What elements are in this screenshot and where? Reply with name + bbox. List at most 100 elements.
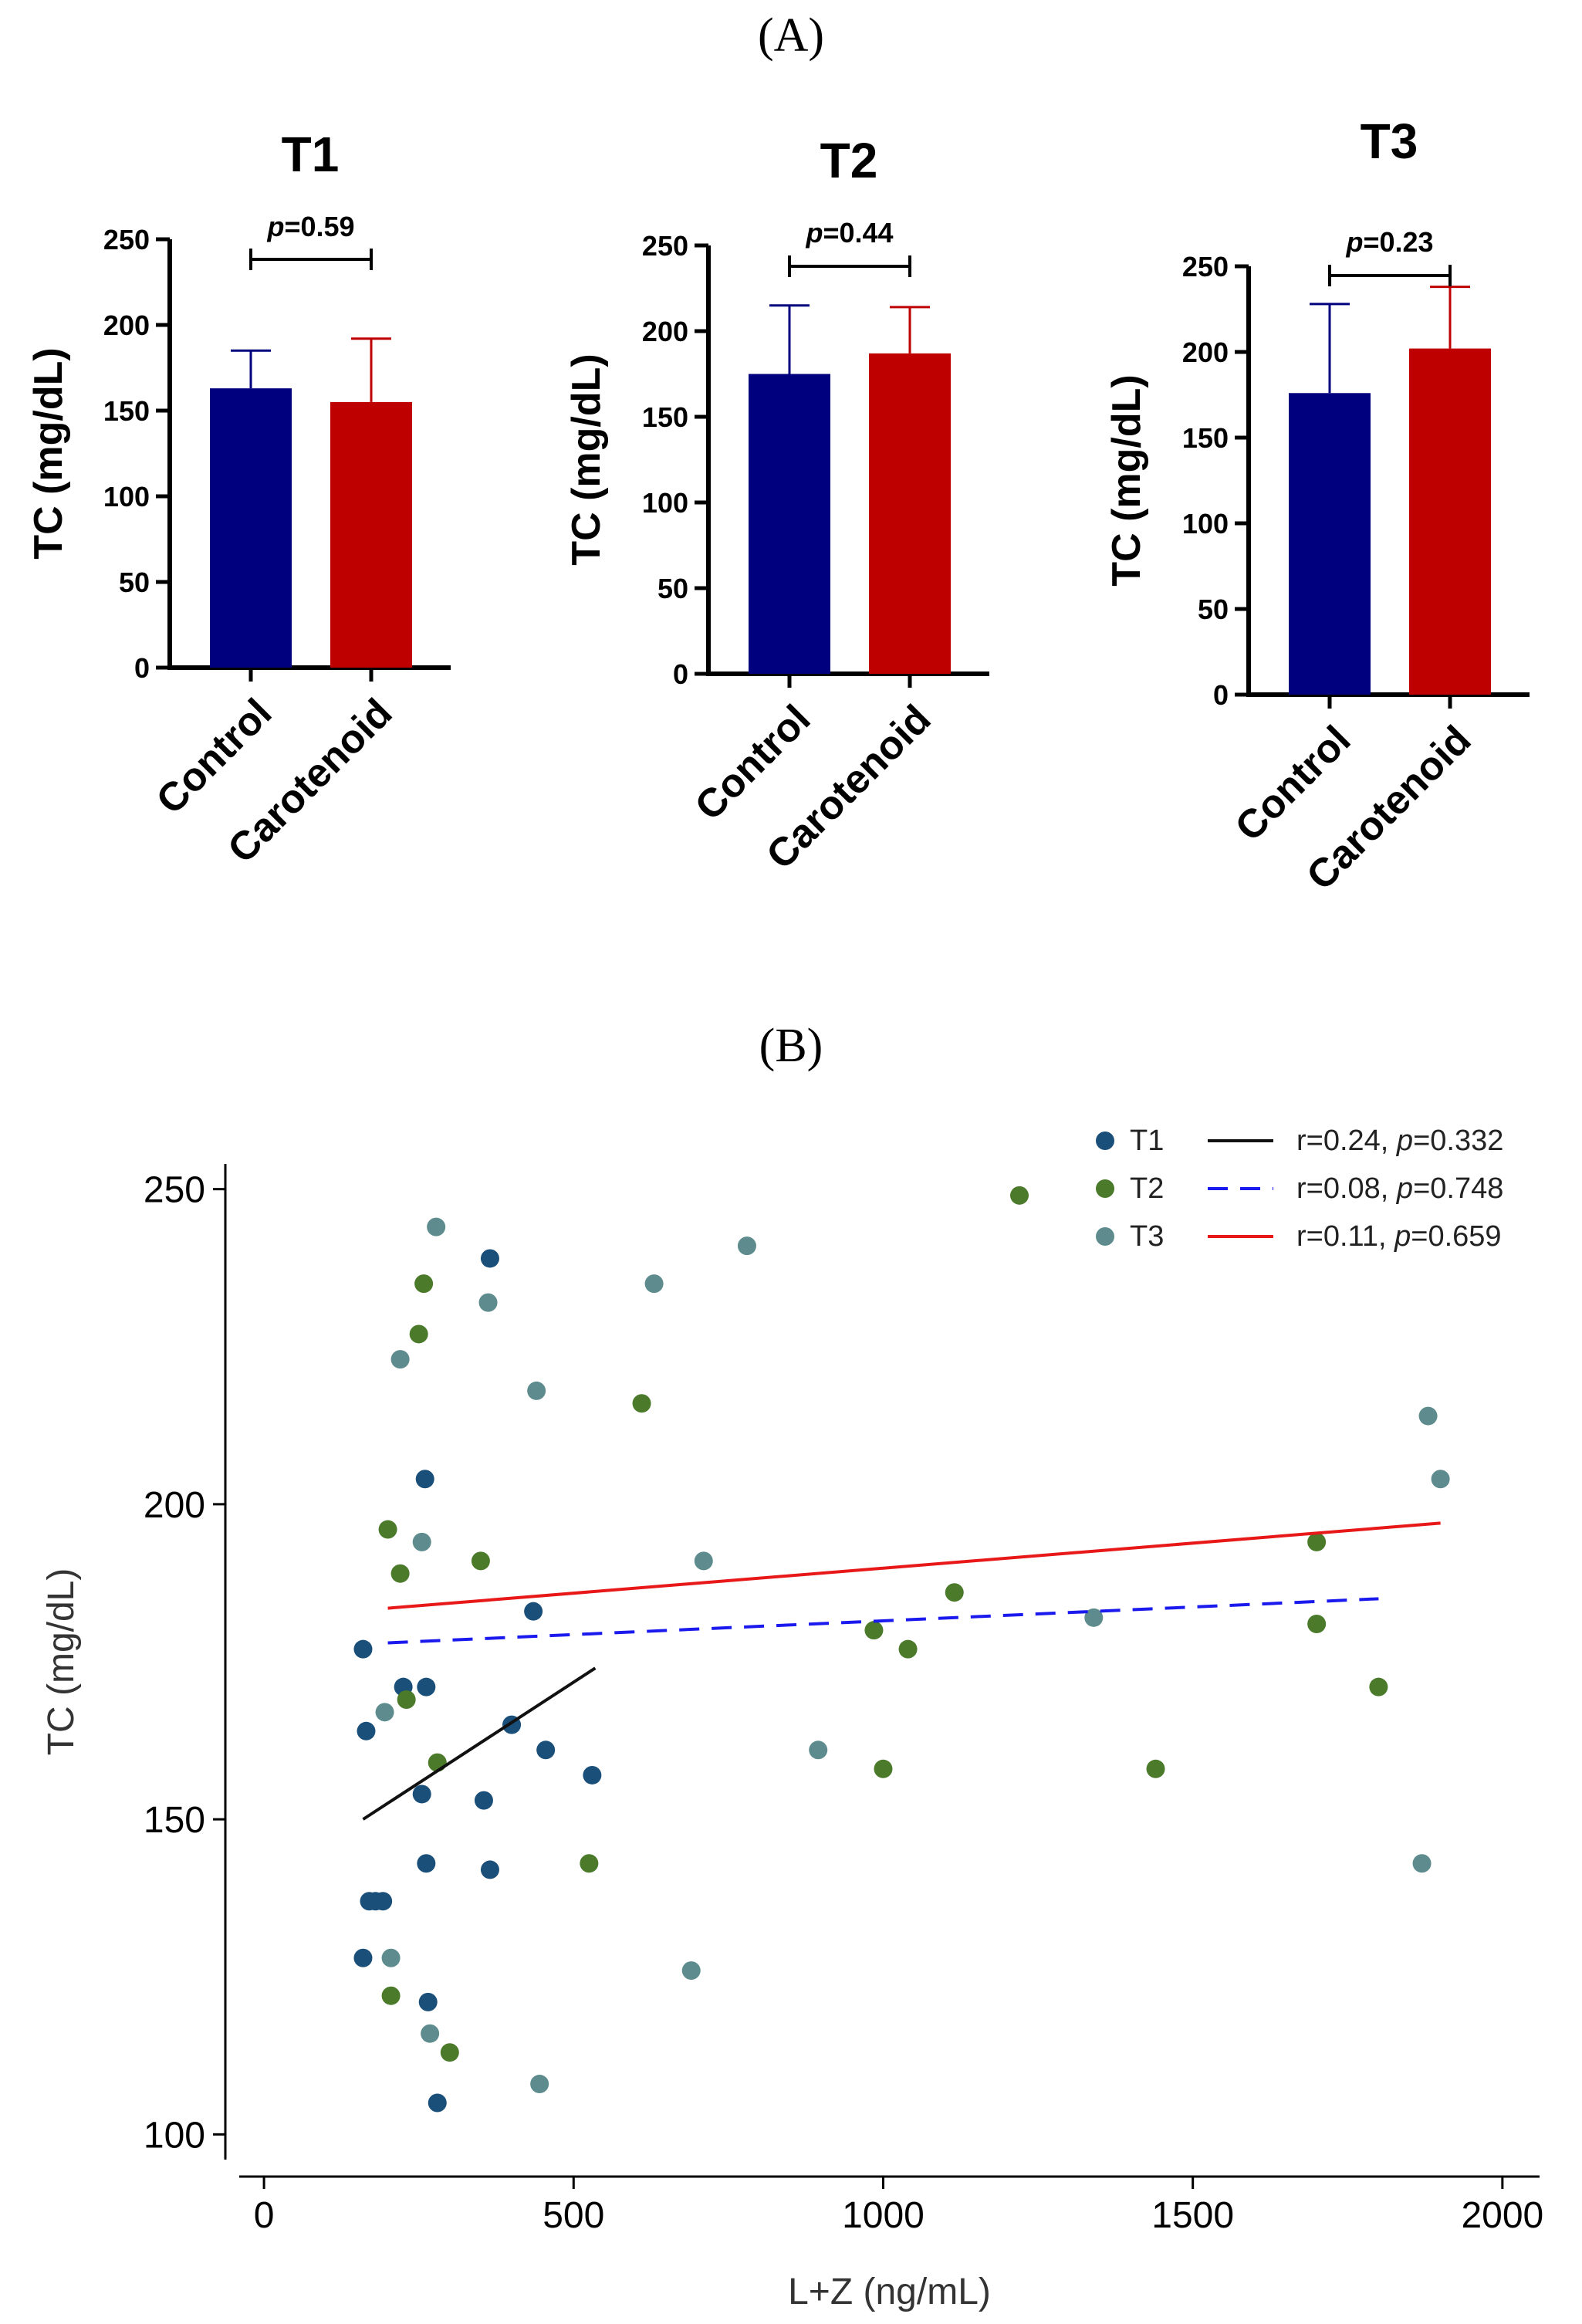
x-tick-label: 0 bbox=[254, 2195, 275, 2236]
p-value: =0.23 bbox=[1363, 226, 1433, 258]
p-symbol: p bbox=[266, 211, 284, 242]
data-point-t2 bbox=[898, 1639, 918, 1659]
legend-label-t1: T1 bbox=[1130, 1125, 1164, 1157]
y-axis-title: TC (mg/dL) bbox=[1104, 374, 1149, 586]
stat-p-value: =0.332 bbox=[1413, 1125, 1503, 1157]
stat-p-symbol: p bbox=[1394, 1220, 1411, 1253]
fit-line-t2 bbox=[387, 1597, 1379, 1645]
data-point-t1 bbox=[412, 1784, 431, 1804]
legend-stat-t3: r=0.11, p=0.659 bbox=[1296, 1220, 1502, 1253]
y-tick-label: 100 bbox=[103, 481, 150, 512]
scatter-chart: 0 500 1000 1500 2000 100 150 200 250 L+Z (ng/mL) T… bbox=[41, 1125, 1543, 2312]
p-value: =0.59 bbox=[284, 211, 354, 242]
data-point-t1 bbox=[353, 1948, 373, 1967]
y-tick-label: 250 bbox=[103, 224, 150, 255]
data-point-t2 bbox=[1307, 1615, 1327, 1634]
data-point-t1 bbox=[418, 1992, 438, 2011]
y-tick-label: 150 bbox=[642, 401, 688, 433]
legend-label-t3: T3 bbox=[1130, 1220, 1164, 1253]
bar-control bbox=[749, 374, 830, 674]
data-point-t1 bbox=[415, 1470, 434, 1489]
bar-control bbox=[1289, 393, 1371, 695]
data-point-t3 bbox=[737, 1236, 756, 1256]
data-point-t3 bbox=[478, 1293, 498, 1312]
chart-title: T3 bbox=[1361, 113, 1418, 169]
data-point-t1 bbox=[357, 1721, 376, 1740]
data-point-t2 bbox=[409, 1324, 428, 1344]
legend-stat-t1: r=0.24, p=0.332 bbox=[1296, 1125, 1503, 1157]
bar-control bbox=[210, 388, 292, 668]
data-point-t2 bbox=[381, 1986, 401, 2005]
series-t2 bbox=[378, 1186, 1388, 2062]
data-point-t1 bbox=[428, 2093, 447, 2113]
data-point-t2 bbox=[580, 1854, 599, 1873]
y-tick-label: 150 bbox=[144, 1800, 205, 1841]
data-point-t2 bbox=[1307, 1532, 1327, 1551]
y-tick-label: 0 bbox=[1213, 679, 1229, 711]
legend-label-t2: T2 bbox=[1130, 1172, 1164, 1205]
legend-marker-t2 bbox=[1096, 1179, 1114, 1198]
p-value: =0.44 bbox=[823, 217, 893, 249]
series-t3 bbox=[375, 1217, 1450, 2094]
data-point-t3 bbox=[1431, 1470, 1450, 1489]
data-point-t2 bbox=[864, 1621, 884, 1640]
y-axis-title: TC (mg/dL) bbox=[41, 1568, 82, 1756]
data-point-t1 bbox=[583, 1765, 602, 1784]
data-point-t3 bbox=[530, 2075, 549, 2094]
data-point-t3 bbox=[644, 1274, 664, 1294]
data-point-t1 bbox=[536, 1740, 556, 1760]
y-tick-label: 200 bbox=[1182, 337, 1229, 368]
data-point-t2 bbox=[378, 1520, 397, 1539]
chart-title: T1 bbox=[282, 127, 340, 182]
bar-carotenoid bbox=[330, 401, 412, 668]
data-point-t3 bbox=[381, 1948, 401, 1967]
data-point-t3 bbox=[527, 1381, 546, 1400]
x-tick-label: 1500 bbox=[1151, 2195, 1234, 2236]
data-point-t3 bbox=[694, 1551, 713, 1571]
data-point-t1 bbox=[524, 1602, 543, 1621]
y-axis-title: TC (mg/dL) bbox=[26, 347, 71, 559]
data-point-t3 bbox=[1418, 1406, 1438, 1426]
bar-carotenoid bbox=[1409, 348, 1491, 695]
y-tick-label: 0 bbox=[134, 652, 150, 684]
data-point-t3 bbox=[412, 1532, 431, 1551]
data-point-t3 bbox=[390, 1350, 410, 1369]
data-point-t2 bbox=[414, 1274, 434, 1294]
data-point-t2 bbox=[471, 1551, 490, 1571]
data-point-t1 bbox=[480, 1249, 499, 1268]
stat-p-symbol: p bbox=[1396, 1172, 1413, 1205]
y-tick-label: 50 bbox=[657, 573, 688, 604]
data-point-t2 bbox=[632, 1394, 651, 1413]
chart-title: T2 bbox=[820, 133, 878, 188]
y-tick-label: 50 bbox=[119, 567, 150, 598]
x-axis-title: L+Z (ng/mL) bbox=[788, 2272, 991, 2312]
y-tick-label: 250 bbox=[642, 230, 688, 262]
y-tick-label: 50 bbox=[1198, 594, 1229, 625]
data-point-t1 bbox=[480, 1860, 499, 1879]
data-point-t3 bbox=[375, 1703, 394, 1722]
p-value-annotation: p=0.23 bbox=[1345, 226, 1433, 258]
y-tick-label: 100 bbox=[642, 487, 688, 519]
y-tick-label: 150 bbox=[103, 395, 150, 427]
data-point-t2 bbox=[945, 1583, 964, 1602]
data-point-t3 bbox=[681, 1961, 701, 1981]
y-tick-label: 150 bbox=[1182, 422, 1229, 454]
y-tick-label: 0 bbox=[673, 658, 688, 690]
data-point-t2 bbox=[397, 1690, 416, 1709]
series-t1 bbox=[353, 1249, 602, 2113]
x-tick-label: 1000 bbox=[842, 2195, 925, 2236]
data-point-t3 bbox=[809, 1740, 828, 1760]
y-tick-label: 200 bbox=[642, 316, 688, 347]
p-value-annotation: p=0.59 bbox=[266, 211, 354, 242]
data-point-t1 bbox=[353, 1639, 373, 1659]
data-point-t1 bbox=[417, 1854, 436, 1873]
data-point-t1 bbox=[374, 1892, 393, 1911]
p-symbol: p bbox=[805, 217, 823, 249]
data-point-t3 bbox=[427, 1217, 446, 1236]
fit-line-t3 bbox=[387, 1521, 1441, 1610]
data-point-t2 bbox=[874, 1759, 893, 1778]
